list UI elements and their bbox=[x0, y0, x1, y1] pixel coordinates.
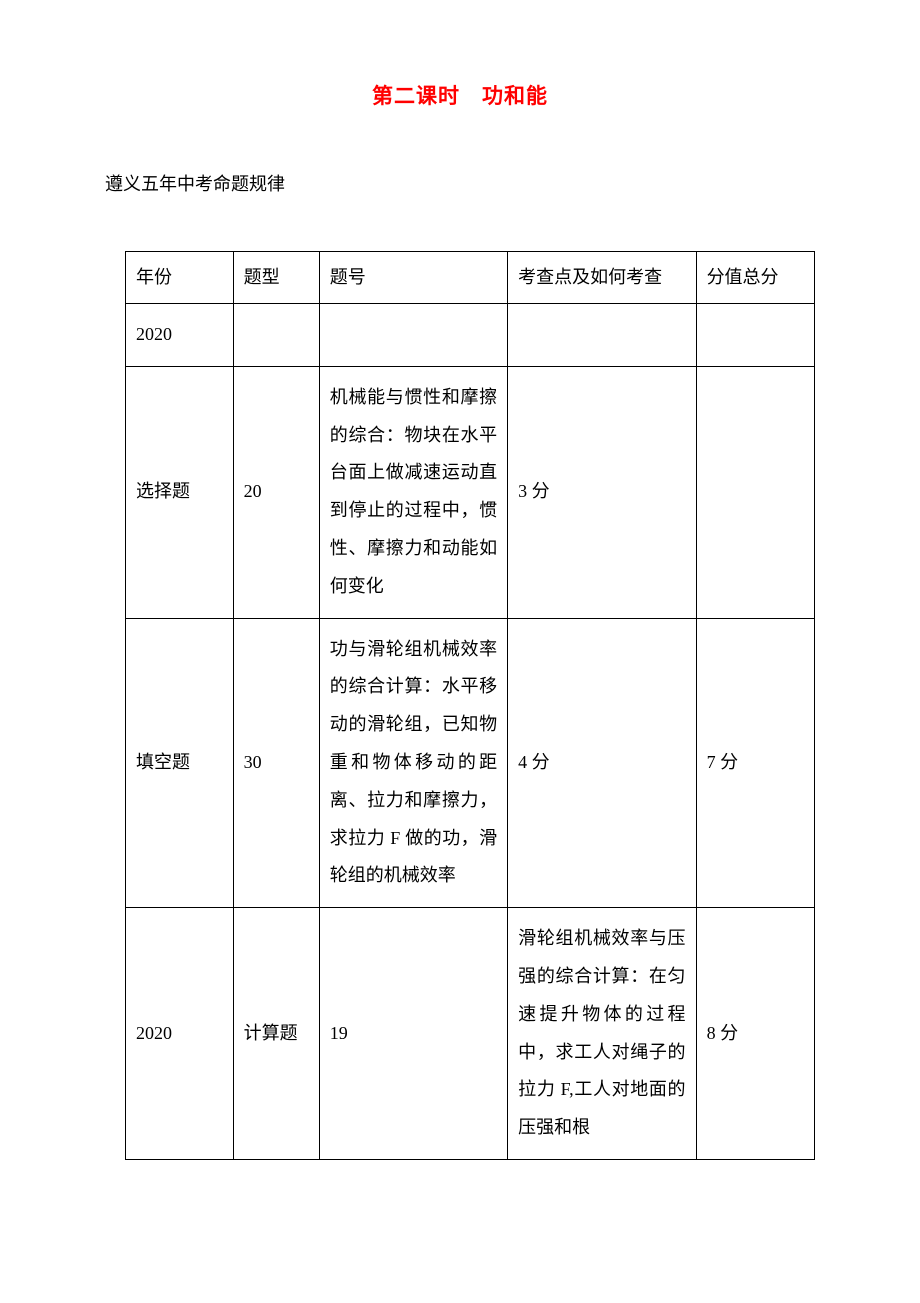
cell-type bbox=[233, 304, 319, 367]
table-row: 填空题 30 功与滑轮组机械效率的综合计算：水平移动的滑轮组，已知物重和物体移动… bbox=[126, 618, 815, 908]
cell-num: 19 bbox=[319, 908, 507, 1160]
table-row: 2020 bbox=[126, 304, 815, 367]
header-type: 题型 bbox=[233, 252, 319, 304]
cell-point: 机械能与惯性和摩擦的综合：物块在水平台面上做减速运动直到停止的过程中，惯性、摩擦… bbox=[319, 366, 507, 618]
header-point: 考查点及如何考查 bbox=[508, 252, 696, 304]
cell-score: 3 分 bbox=[508, 366, 696, 618]
cell-score: 4 分 bbox=[508, 618, 696, 908]
cell-num: 20 bbox=[233, 366, 319, 618]
exam-rules-table: 年份 题型 题号 考查点及如何考查 分值总分 2020 选择题 20 机械能与惯… bbox=[125, 251, 815, 1160]
section-subtitle: 遵义五年中考命题规律 bbox=[105, 170, 815, 196]
page-title: 第二课时 功和能 bbox=[105, 80, 815, 110]
table-header-row: 年份 题型 题号 考查点及如何考查 分值总分 bbox=[126, 252, 815, 304]
cell-type: 计算题 bbox=[233, 908, 319, 1160]
cell-total: 7 分 bbox=[696, 618, 814, 908]
cell-num: 30 bbox=[233, 618, 319, 908]
header-year: 年份 bbox=[126, 252, 234, 304]
table-row: 选择题 20 机械能与惯性和摩擦的综合：物块在水平台面上做减速运动直到停止的过程… bbox=[126, 366, 815, 618]
header-score: 分值总分 bbox=[696, 252, 814, 304]
cell-num bbox=[319, 304, 507, 367]
cell-type: 填空题 bbox=[126, 618, 234, 908]
header-num: 题号 bbox=[319, 252, 507, 304]
cell-type: 选择题 bbox=[126, 366, 234, 618]
cell-year: 2020 bbox=[126, 304, 234, 367]
cell-point: 滑轮组机械效率与压强的综合计算：在匀速提升物体的过程中，求工人对绳子的拉力 F,… bbox=[508, 908, 696, 1160]
cell-empty bbox=[696, 366, 814, 618]
cell-point: 功与滑轮组机械效率的综合计算：水平移动的滑轮组，已知物重和物体移动的距离、拉力和… bbox=[319, 618, 507, 908]
cell-score: 8 分 bbox=[696, 908, 814, 1160]
cell-score bbox=[696, 304, 814, 367]
cell-point bbox=[508, 304, 696, 367]
table-row: 2020 计算题 19 滑轮组机械效率与压强的综合计算：在匀速提升物体的过程中，… bbox=[126, 908, 815, 1160]
cell-year: 2020 bbox=[126, 908, 234, 1160]
